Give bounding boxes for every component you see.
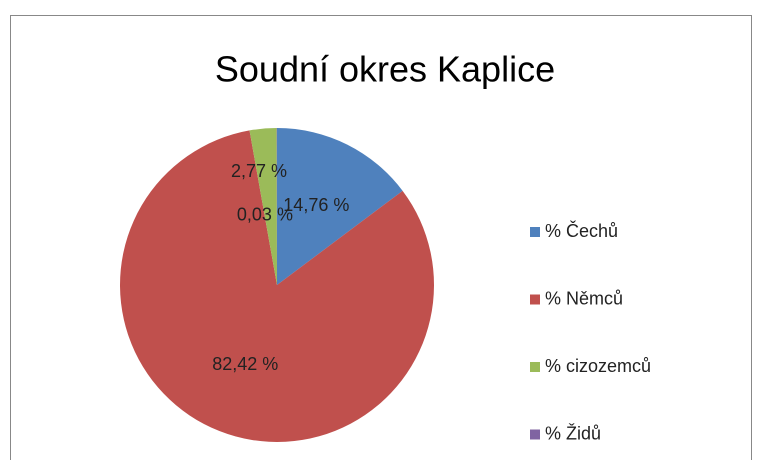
chart-title: Soudní okres Kaplice	[215, 49, 555, 90]
legend-label: % cizozemců	[545, 356, 651, 376]
legend-swatch	[530, 227, 540, 237]
legend-swatch	[530, 362, 540, 372]
pie-slice	[249, 128, 277, 285]
legend-swatch	[530, 294, 540, 305]
legend-label: % Němců	[545, 288, 623, 308]
legend-label: % Čechů	[545, 220, 618, 241]
pie-slice	[277, 128, 403, 285]
data-label: 2,77 %	[231, 161, 287, 181]
legend-swatch	[530, 429, 540, 440]
legend-label: % Židů	[545, 423, 601, 443]
data-label: 14,76 %	[283, 195, 349, 215]
pie-slice	[120, 130, 435, 442]
data-label: 0,03 %	[237, 205, 293, 225]
data-label: 82,42 %	[212, 354, 278, 374]
